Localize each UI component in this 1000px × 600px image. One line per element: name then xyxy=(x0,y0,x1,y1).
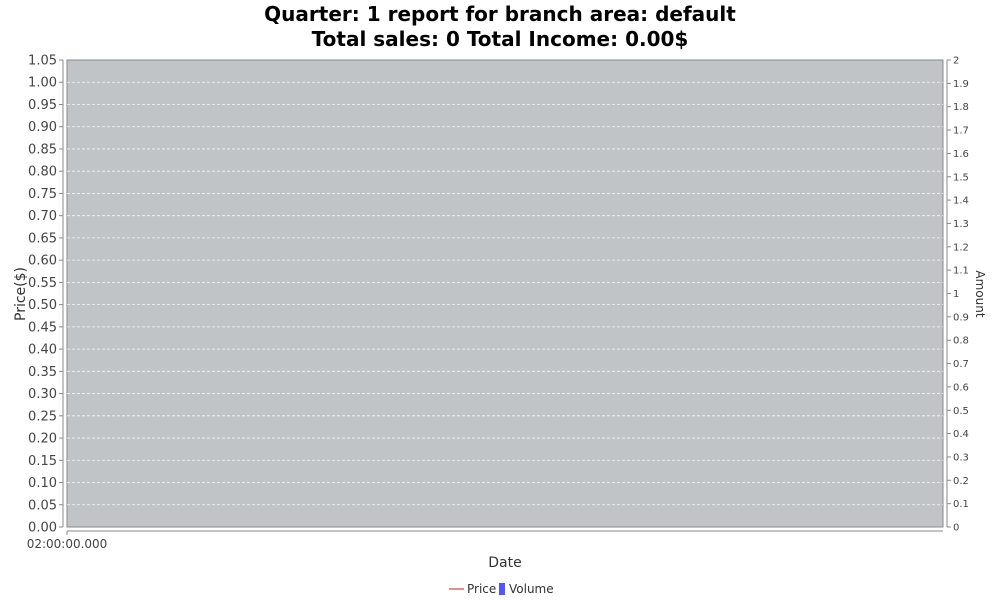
right-tick-label: 0.8 xyxy=(953,336,969,347)
right-tick-label: 0.9 xyxy=(953,312,969,323)
legend: Price Volume xyxy=(449,582,554,596)
x-ticks: 02:00:00.000 xyxy=(27,531,108,551)
right-tick-label: 1.6 xyxy=(953,149,969,160)
right-tick-label: 0.1 xyxy=(953,499,969,510)
right-tick-label: 0.3 xyxy=(953,452,969,463)
left-ticks: 0.00 0.05 0.10 0.15 0.20 0.25 0.30 0.35 0.40 0.45… xyxy=(28,54,63,536)
right-tick-label: 1.5 xyxy=(953,172,969,183)
left-tick-label: 0.20 xyxy=(28,432,57,447)
left-tick-label: 0.95 xyxy=(28,98,57,113)
right-tick-label: 2 xyxy=(953,56,959,67)
right-tick-label: 1.3 xyxy=(953,219,969,230)
left-tick-label: 0.10 xyxy=(28,476,57,491)
y-axis-label: Price($) xyxy=(13,267,29,321)
right-tick-label: 0.7 xyxy=(953,359,969,370)
left-tick-label: 0.30 xyxy=(28,387,57,402)
left-tick-label: 0.90 xyxy=(28,120,57,135)
right-tick-label: 1.4 xyxy=(953,196,969,207)
left-tick-label: 0.25 xyxy=(28,409,57,424)
right-tick-label: 0.4 xyxy=(953,429,969,440)
left-tick-label: 0.40 xyxy=(28,343,57,358)
left-tick-label: 1.05 xyxy=(28,54,57,69)
right-tick-label: 1.9 xyxy=(953,79,969,90)
left-tick-label: 1.00 xyxy=(28,76,57,91)
left-tick-label: 0.05 xyxy=(28,498,57,513)
right-tick-label: 1.1 xyxy=(953,266,969,277)
right-tick-label: 1.7 xyxy=(953,126,969,137)
x-tick-label: 02:00:00.000 xyxy=(27,537,108,551)
left-tick-label: 0.45 xyxy=(28,320,57,335)
legend-price-label: Price xyxy=(467,582,496,596)
chart-title-line2: Total sales: 0 Total Income: 0.00$ xyxy=(312,27,689,51)
right-tick-label: 0.6 xyxy=(953,382,969,393)
gridlines xyxy=(67,81,943,506)
legend-volume-swatch xyxy=(499,583,505,595)
left-tick-label: 0.00 xyxy=(28,521,57,536)
right-tick-label: 0.5 xyxy=(953,406,969,417)
left-tick-label: 0.80 xyxy=(28,165,57,180)
legend-volume-label: Volume xyxy=(509,582,554,596)
plot-area xyxy=(66,59,944,528)
x-axis-label: Date xyxy=(488,555,521,571)
right-tick-label: 0 xyxy=(953,523,959,534)
left-tick-label: 0.75 xyxy=(28,187,57,202)
left-tick-label: 0.50 xyxy=(28,298,57,313)
left-tick-label: 0.15 xyxy=(28,454,57,469)
left-tick-label: 0.65 xyxy=(28,231,57,246)
left-tick-label: 0.60 xyxy=(28,254,57,269)
right-tick-label: 1.8 xyxy=(953,102,969,113)
left-tick-label: 0.70 xyxy=(28,209,57,224)
right-tick-label: 0.2 xyxy=(953,476,969,487)
chart-title-line1: Quarter: 1 report for branch area: defau… xyxy=(264,2,736,26)
y2-axis-label: Amount xyxy=(973,270,987,317)
left-tick-label: 0.35 xyxy=(28,365,57,380)
right-ticks: 0 0.1 0.2 0.3 0.4 0.5 0.6 0.7 0.8 0.9 1 1.1 1.2 1.3 1.… xyxy=(947,56,969,534)
left-tick-label: 0.85 xyxy=(28,142,57,157)
right-tick-label: 1.2 xyxy=(953,242,969,253)
right-tick-label: 1 xyxy=(953,289,959,300)
left-tick-label: 0.55 xyxy=(28,276,57,291)
